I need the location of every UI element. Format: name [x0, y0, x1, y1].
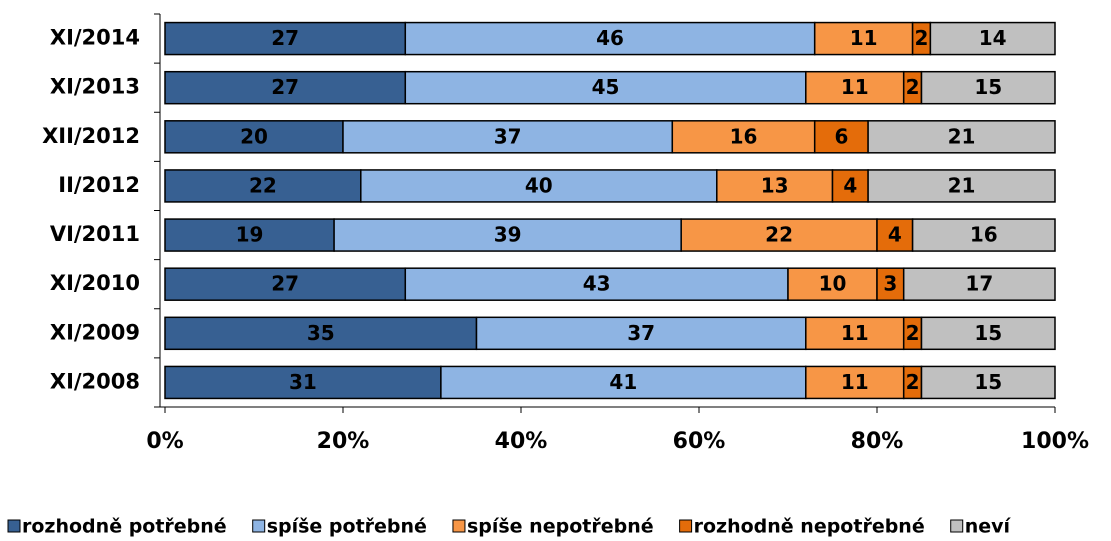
- legend-swatch: [252, 519, 266, 533]
- legend-swatch: [7, 519, 21, 533]
- bar-segment: [360, 169, 718, 203]
- bar-segment: [164, 169, 362, 203]
- data-label: 39: [494, 223, 522, 247]
- bar-segment: [164, 267, 407, 301]
- data-label: 35: [307, 321, 335, 345]
- data-label: 11: [841, 321, 869, 345]
- bar-segment: [902, 267, 1056, 301]
- data-label: 31: [289, 370, 317, 394]
- y-tick-label: XI/2013: [50, 75, 140, 99]
- data-label: 45: [592, 75, 620, 99]
- bar-segment: [929, 21, 1056, 56]
- data-label: 46: [596, 26, 624, 50]
- data-label: 11: [850, 26, 878, 50]
- data-label: 17: [965, 272, 993, 296]
- data-label: 2: [915, 26, 929, 50]
- data-label: 27: [271, 26, 299, 50]
- bar-segment: [920, 365, 1056, 400]
- data-label: 4: [843, 173, 857, 197]
- data-label: 37: [494, 124, 522, 148]
- data-label: 10: [819, 272, 847, 296]
- data-label: 2: [906, 75, 920, 99]
- legend-swatch: [950, 519, 964, 533]
- data-label: 3: [883, 272, 897, 296]
- data-label: 22: [765, 223, 793, 247]
- data-label: 41: [609, 370, 637, 394]
- x-tick-label: 40%: [495, 429, 548, 454]
- data-label: 43: [583, 272, 611, 296]
- legend-label: rozhodně nepotřebné: [694, 516, 925, 538]
- data-label: 40: [525, 173, 553, 197]
- bar-segment: [164, 21, 407, 56]
- data-label: 27: [271, 75, 299, 99]
- data-label: 14: [979, 26, 1007, 50]
- data-label: 11: [841, 370, 869, 394]
- data-label: 19: [236, 223, 264, 247]
- bar-segment: [867, 120, 1056, 154]
- data-label: 4: [888, 223, 902, 247]
- bar-segment: [813, 21, 914, 56]
- legend-swatch: [452, 519, 466, 533]
- bar-segment: [867, 169, 1056, 203]
- y-tick-label: XI/2009: [50, 320, 140, 344]
- bar-segment: [671, 120, 816, 154]
- x-tick-label: 80%: [851, 429, 904, 454]
- y-tick-label: XI/2010: [50, 271, 140, 295]
- data-label: 13: [761, 173, 789, 197]
- legend-label: rozhodně potřebné: [22, 516, 227, 538]
- x-tick-label: 0%: [146, 429, 183, 454]
- data-label: 6: [834, 124, 848, 148]
- data-label: 15: [974, 370, 1002, 394]
- x-tick-label: 100%: [1021, 429, 1089, 454]
- data-label: 15: [974, 75, 1002, 99]
- y-tick-label: XI/2008: [50, 369, 140, 393]
- bar-segment: [342, 120, 674, 154]
- bar-segment: [920, 316, 1056, 351]
- bar-segment: [440, 365, 807, 400]
- y-tick-label: XI/2014: [50, 26, 140, 50]
- data-label: 16: [970, 223, 998, 247]
- legend-label: neví: [965, 516, 1012, 538]
- data-label: 16: [730, 124, 758, 148]
- bar-segment: [831, 169, 869, 203]
- legend-swatch: [679, 519, 693, 533]
- bar-segment: [876, 218, 914, 252]
- data-label: 37: [627, 321, 655, 345]
- bar-segment: [475, 316, 807, 351]
- bar-segment: [404, 267, 789, 301]
- y-tick-label: II/2012: [58, 173, 140, 197]
- data-label: 21: [948, 173, 976, 197]
- legend-label: spíše potřebné: [267, 516, 427, 538]
- data-label: 20: [240, 124, 268, 148]
- data-label: 21: [948, 124, 976, 148]
- y-tick-label: VI/2011: [50, 222, 140, 246]
- bar-segment: [680, 218, 878, 252]
- bar-segment: [911, 218, 1056, 252]
- data-label: 15: [974, 321, 1002, 345]
- y-tick-label: XII/2012: [42, 124, 140, 148]
- bar-segment: [716, 169, 834, 203]
- x-tick-label: 60%: [673, 429, 726, 454]
- data-label: 11: [841, 75, 869, 99]
- data-label: 22: [249, 173, 277, 197]
- bar-segment: [920, 70, 1056, 105]
- bar-segment: [805, 365, 905, 400]
- data-label: 2: [906, 370, 920, 394]
- bar-segment: [787, 267, 878, 301]
- bar-segment: [813, 120, 869, 154]
- bar-segment: [404, 70, 807, 105]
- data-label: 2: [906, 321, 920, 345]
- legend-label: spíše nepotřebné: [467, 516, 654, 538]
- x-tick-label: 20%: [317, 429, 370, 454]
- data-label: 27: [271, 272, 299, 296]
